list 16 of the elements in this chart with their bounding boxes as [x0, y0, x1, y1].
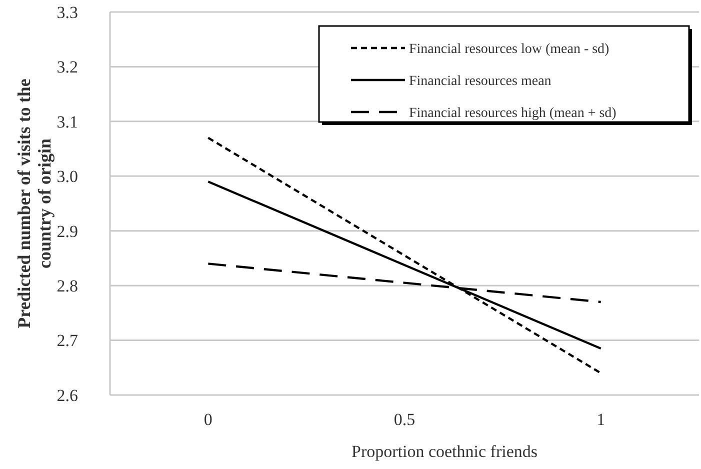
x-axis-title: Proportion coethnic friends	[351, 442, 538, 461]
legend-label: Financial resources low (mean - sd)	[409, 42, 610, 57]
x-tick-label: 0	[204, 410, 212, 429]
y-tick-label: 2.9	[56, 222, 78, 241]
x-tick-label: 0.5	[394, 410, 416, 429]
y-axis-title: Predicted number of visits to the country of origin	[14, 78, 55, 328]
y-tick-label: 2.6	[56, 386, 78, 405]
legend-label: Financial resources high (mean + sd)	[409, 106, 617, 121]
y-tick-label: 2.8	[56, 276, 78, 296]
y-tick-label: 3.3	[56, 2, 78, 22]
x-tick-label: 1	[596, 410, 606, 429]
y-tick-label: 3.0	[56, 167, 78, 186]
y-tick-label: 3.1	[56, 112, 78, 132]
legend-label: Financial resources mean	[409, 74, 552, 89]
y-tick-label: 2.7	[56, 331, 78, 350]
y-tick-label: 3.2	[56, 58, 78, 77]
